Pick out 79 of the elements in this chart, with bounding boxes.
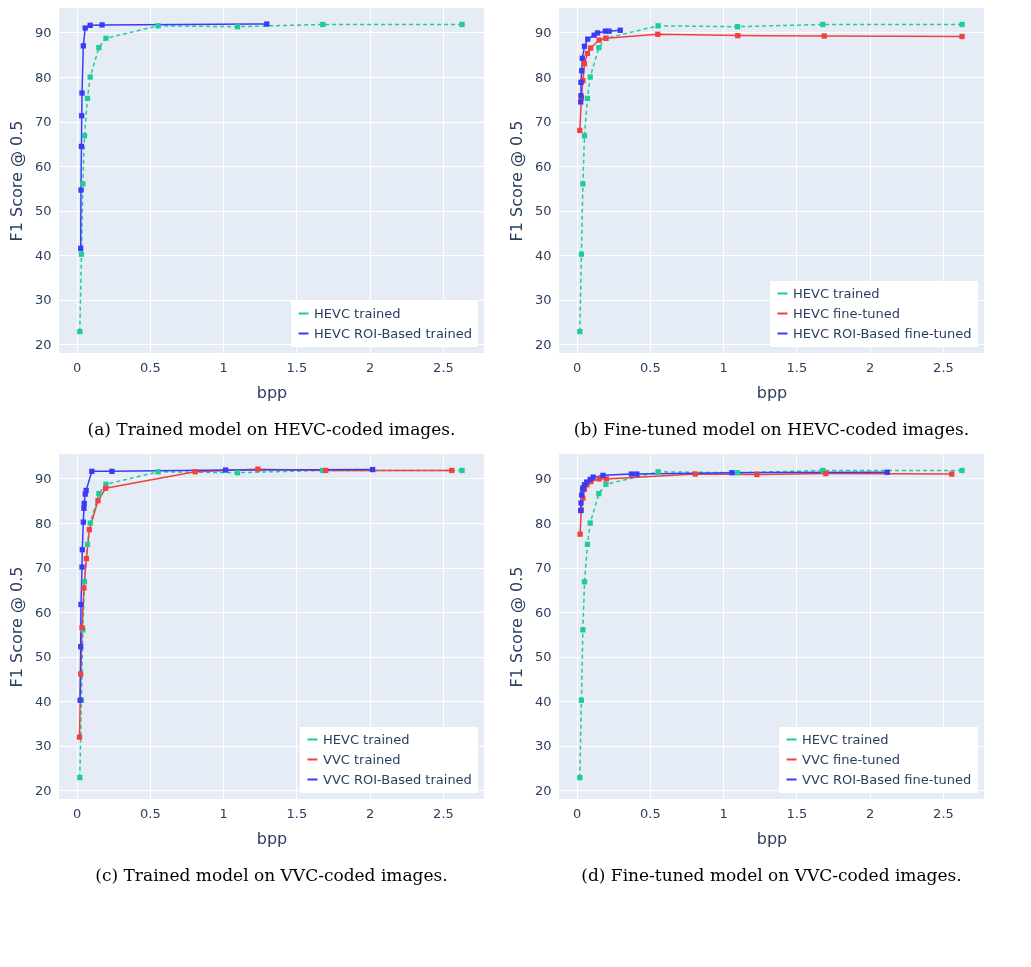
y-tick-label: 90 [534, 24, 552, 40]
y-tick-label: 70 [34, 114, 52, 130]
legend-label: VVC trained [323, 751, 401, 767]
legend-label: HEVC trained [314, 305, 401, 321]
y-tick-label: 20 [534, 782, 552, 798]
legend-label: HEVC ROI-Based trained [314, 325, 472, 341]
x-tick-label: 2 [366, 805, 375, 821]
y-tick-label: 30 [534, 738, 552, 754]
legend-label: VVC ROI-Based trained [323, 771, 472, 787]
x-tick-label: 1.5 [286, 359, 308, 375]
x-axis-title: bpp [256, 382, 288, 402]
y-tick-label: 50 [34, 649, 52, 665]
y-tick-label: 80 [534, 515, 552, 531]
y-tick-label: 80 [534, 69, 552, 85]
x-tick-label: 0.5 [140, 359, 161, 375]
y-tick-label: 80 [34, 515, 52, 531]
y-tick-label: 30 [34, 738, 52, 754]
y-tick-label: 70 [534, 560, 552, 576]
x-tick-label: 0 [72, 805, 82, 821]
x-axis-title: bpp [256, 828, 288, 848]
legend-label: HEVC ROI-Based fine-tuned [793, 325, 972, 341]
y-tick-label: 90 [34, 24, 52, 40]
text: (b) Fine-tuned model on HEVC-coded images. [573, 419, 970, 439]
legend-label: VVC fine-tuned [802, 751, 900, 767]
y-tick-label: 70 [34, 560, 52, 576]
y-tick-label: 30 [34, 292, 52, 308]
x-tick-label: 2 [366, 359, 375, 375]
x-tick-label: 0 [72, 359, 82, 375]
y-tick-label: 40 [534, 247, 552, 263]
x-tick-label: 0.5 [640, 805, 661, 821]
legend-label: HEVC trained [793, 285, 880, 301]
y-tick-label: 20 [34, 336, 52, 352]
x-tick-label: 2.5 [933, 359, 954, 375]
x-tick-label: 2.5 [433, 359, 454, 375]
y-tick-label: 40 [34, 693, 52, 709]
x-tick-label: 0 [572, 805, 582, 821]
x-axis-title: bpp [756, 828, 788, 848]
y-axis-title: F1 Score @ 0.5 [6, 566, 26, 688]
y-tick-label: 50 [534, 649, 552, 665]
x-tick-label: 0.5 [640, 359, 661, 375]
y-tick-label: 40 [34, 247, 52, 263]
x-tick-label: 2.5 [433, 805, 454, 821]
y-axis-title: F1 Score @ 0.5 [6, 120, 26, 242]
x-tick-label: 1 [719, 359, 728, 375]
x-tick-label: 1.5 [286, 805, 308, 821]
y-tick-label: 60 [34, 158, 52, 174]
y-tick-label: 20 [534, 336, 552, 352]
legend-label: HEVC trained [323, 731, 410, 747]
y-axis-title: F1 Score @ 0.5 [506, 566, 526, 688]
x-tick-label: 1 [219, 805, 228, 821]
text: (a) Trained model on HEVC-coded images. [87, 419, 456, 439]
x-tick-label: 0.5 [140, 805, 161, 821]
y-tick-label: 70 [534, 114, 552, 130]
x-tick-label: 1 [219, 359, 228, 375]
x-tick-label: 1 [719, 805, 728, 821]
x-tick-label: 1.5 [786, 805, 808, 821]
x-tick-label: 0 [572, 359, 582, 375]
x-tick-label: 2 [866, 805, 875, 821]
y-tick-label: 90 [34, 470, 52, 486]
y-tick-label: 40 [534, 693, 552, 709]
y-tick-label: 30 [534, 292, 552, 308]
text: (c) Trained model on VVC-coded images. [95, 865, 448, 885]
y-tick-label: 50 [534, 203, 552, 219]
y-axis-title: F1 Score @ 0.5 [506, 120, 526, 242]
text: (d) Fine-tuned model on VVC-coded images. [581, 865, 962, 885]
y-tick-label: 60 [34, 604, 52, 620]
y-tick-label: 80 [34, 69, 52, 85]
legend-label: HEVC fine-tuned [793, 305, 901, 321]
y-tick-label: 60 [534, 604, 552, 620]
y-tick-label: 50 [34, 203, 52, 219]
x-axis-title: bpp [756, 382, 788, 402]
x-tick-label: 2 [866, 359, 875, 375]
y-tick-label: 60 [534, 158, 552, 174]
x-tick-label: 2.5 [933, 805, 954, 821]
y-tick-label: 20 [34, 782, 52, 798]
legend-label: HEVC trained [802, 731, 889, 747]
legend-label: VVC ROI-Based fine-tuned [802, 771, 972, 787]
y-tick-label: 90 [534, 470, 552, 486]
x-tick-label: 1.5 [786, 359, 808, 375]
